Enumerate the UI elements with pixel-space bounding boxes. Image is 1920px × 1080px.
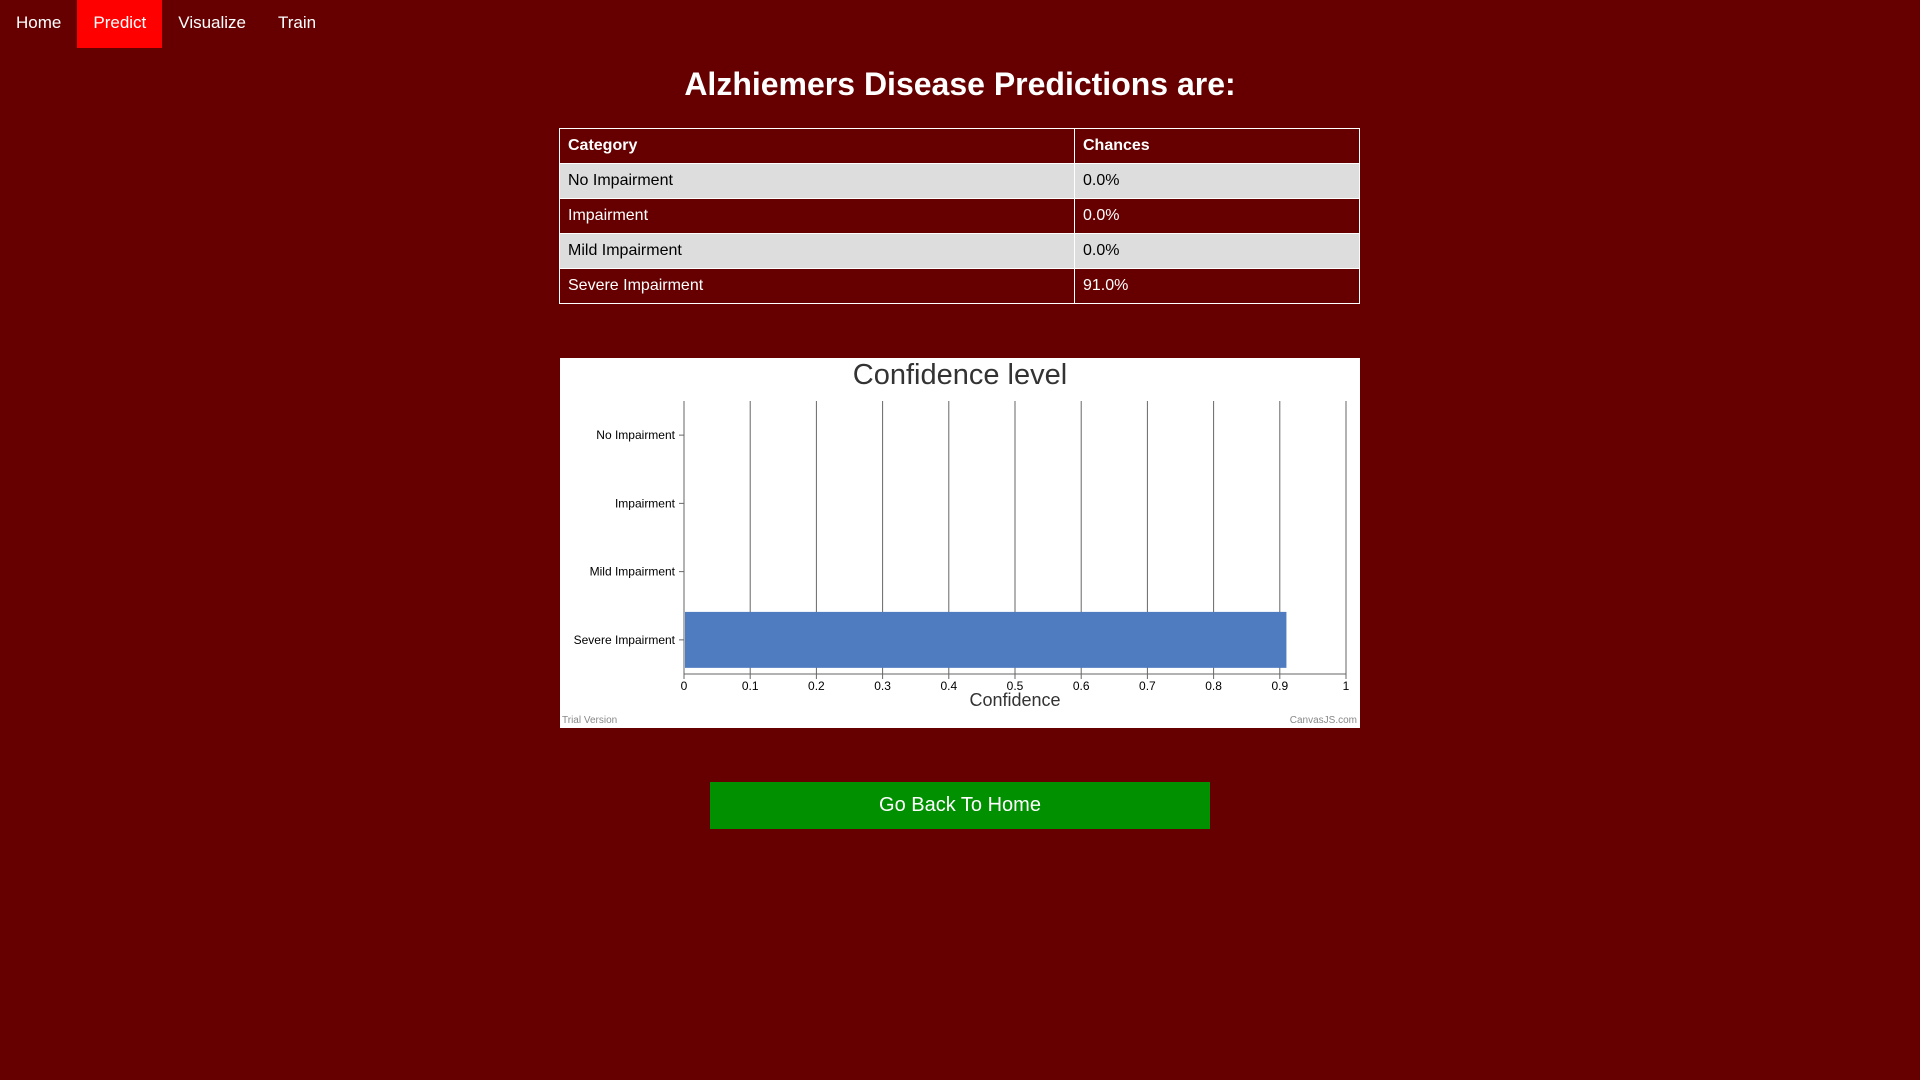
header-chances: Chances [1074, 128, 1360, 164]
x-tick-label: 0.8 [1205, 679, 1222, 693]
table-header-row: Category Chances [559, 128, 1360, 164]
x-tick-label: 0.9 [1271, 679, 1288, 693]
row-category: Severe Impairment [559, 268, 1075, 304]
confidence-chart: Confidence level 0 0.1 0.2 0.3 0.4 0.5 0.6 0.7 0.… [560, 358, 1360, 728]
page-title: Alzhiemers Disease Predictions are: [684, 66, 1236, 102]
chart-title: Confidence level [853, 359, 1067, 391]
canvasjs-credit-label: CanvasJS.com [1290, 715, 1357, 726]
row-chance: 91.0% [1074, 268, 1360, 304]
x-tick-label: 0.4 [940, 679, 957, 693]
x-axis-title: Confidence [969, 690, 1060, 710]
row-category: No Impairment [559, 163, 1075, 199]
x-tick-label: 0.2 [808, 679, 825, 693]
navbar: Home Predict Visualize Train [0, 0, 332, 48]
go-back-home-button[interactable]: Go Back To Home [710, 782, 1210, 829]
x-tick-label: 0.7 [1139, 679, 1156, 693]
x-tick-label: 0 [681, 679, 688, 693]
bar-severe-impairment [685, 611, 1287, 668]
row-category: Mild Impairment [559, 233, 1075, 269]
row-chance: 0.0% [1074, 198, 1360, 234]
header-category: Category [559, 128, 1075, 164]
x-tick-label: 0.1 [742, 679, 759, 693]
nav-visualize[interactable]: Visualize [178, 13, 247, 32]
nav-home[interactable]: Home [16, 13, 62, 32]
y-tick-label: Mild Impairment [590, 565, 676, 579]
row-chance: 0.0% [1074, 233, 1360, 269]
table-row: Mild Impairment 0.0% [559, 233, 1360, 269]
x-tick-label: 0.6 [1073, 679, 1090, 693]
y-tick-label: No Impairment [596, 428, 675, 442]
x-tick-label: 0.3 [874, 679, 891, 693]
x-tick-label: 1 [1343, 679, 1350, 693]
predictions-table: Category Chances No Impairment 0.0% Impa… [559, 128, 1360, 304]
chart-svg: Confidence level 0 0.1 0.2 0.3 0.4 0.5 0.6 0.7 0.… [562, 359, 1357, 726]
y-tick-label: Impairment [615, 496, 676, 510]
nav-train[interactable]: Train [278, 13, 317, 32]
table-row: No Impairment 0.0% [559, 163, 1360, 199]
row-chance: 0.0% [1074, 163, 1360, 199]
table-row: Severe Impairment 91.0% [559, 268, 1360, 304]
y-tick-label: Severe Impairment [574, 633, 676, 647]
row-category: Impairment [559, 198, 1075, 234]
x-tick-label: 0.5 [1007, 679, 1024, 693]
nav-predict[interactable]: Predict [77, 0, 163, 48]
trial-version-label: Trial Version [562, 715, 617, 726]
table-row: Impairment 0.0% [559, 198, 1360, 234]
